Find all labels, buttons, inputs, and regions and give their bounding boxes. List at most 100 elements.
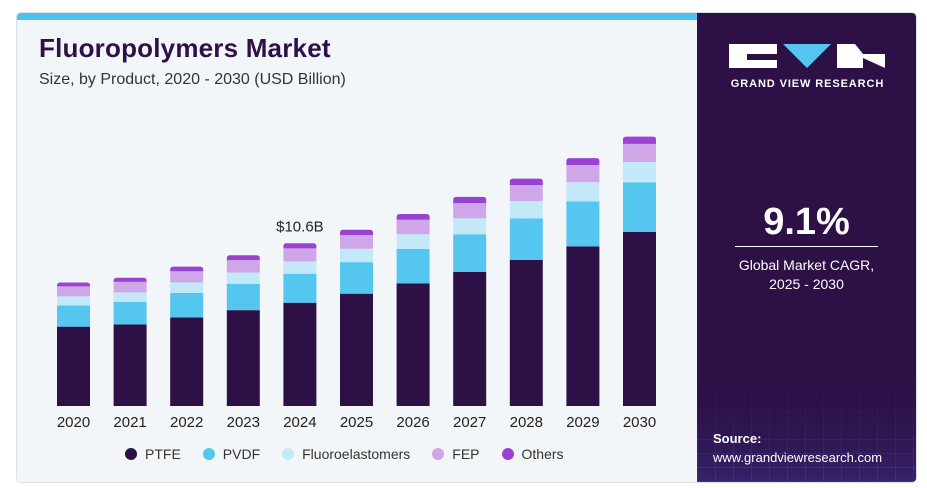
bar-segment-pvdf-2020 (57, 305, 90, 327)
accent-bar (17, 13, 697, 20)
legend-swatch-icon (125, 448, 137, 460)
legend-item-fluoroelastomers: Fluoroelastomers (282, 446, 410, 462)
bar-segment-others-2025 (340, 229, 373, 236)
bar-segment-ptfe-2020 (57, 326, 90, 406)
legend-item-pvdf: PVDF (202, 446, 261, 462)
x-tick-label: 2023 (227, 414, 260, 431)
bar-segment-ptfe-2025 (340, 293, 373, 406)
bar-segment-pvdf-2024 (283, 273, 317, 303)
bar-segment-pvdf-2027 (453, 234, 487, 272)
bar-segment-ptfe-2028 (509, 259, 543, 406)
bar-segment-others-2028 (509, 178, 543, 186)
chart-title: Fluoropolymers Market (39, 33, 331, 63)
source-label: Source: (713, 431, 762, 446)
bar-segment-others-2029 (566, 158, 600, 166)
bar-segment-fep-2021 (113, 281, 147, 293)
bar-segment-ptfe-2029 (566, 246, 600, 406)
bar-segment-pvdf-2023 (226, 283, 260, 311)
x-tick-label: 2022 (170, 414, 203, 431)
bar-segment-fep-2025 (340, 235, 373, 249)
x-tick-label: 2026 (396, 414, 429, 431)
bar-segment-ptfe-2030 (623, 231, 656, 406)
bar-segment-fep-2028 (509, 185, 543, 202)
cagr-label: Global Market CAGR, 2025 - 2030 (697, 256, 916, 294)
info-panel: GRAND VIEW RESEARCH 9.1% Global Market C… (697, 13, 916, 482)
brand-name: GRAND VIEW RESEARCH (730, 78, 885, 90)
divider (735, 246, 878, 247)
bar-segment-ptfe-2024 (283, 302, 317, 406)
x-tick-label: 2027 (453, 414, 486, 431)
bar-segment-pvdf-2030 (623, 182, 656, 232)
x-tick-label: 2025 (340, 414, 373, 431)
bar-segment-fluoroelastomers-2022 (170, 282, 204, 293)
data-label: $10.6B (276, 218, 324, 235)
bar-segment-fluoroelastomers-2025 (340, 248, 373, 263)
bar-segment-fluoroelastomers-2028 (509, 201, 543, 219)
legend-swatch-icon (282, 448, 295, 460)
legend-label: PTFE (145, 446, 181, 462)
cagr-label-line2: 2025 - 2030 (769, 276, 844, 292)
cagr-label-line1: Global Market CAGR, (738, 257, 875, 273)
bar-segment-fep-2026 (396, 219, 430, 235)
bar-segment-others-2030 (623, 136, 656, 144)
x-tick-label: 2030 (623, 414, 656, 431)
cagr-value: 9.1% (763, 201, 850, 243)
bar-segment-ptfe-2022 (170, 317, 204, 406)
bar-segment-pvdf-2026 (396, 248, 430, 284)
bar-segment-fep-2027 (453, 203, 487, 219)
bar-segment-fluoroelastomers-2024 (283, 261, 317, 274)
chart-subtitle: Size, by Product, 2020 - 2030 (USD Billi… (39, 71, 346, 88)
x-tick-label: 2029 (566, 414, 599, 431)
bar-segment-others-2024 (283, 243, 317, 249)
bar-segment-fluoroelastomers-2021 (113, 292, 147, 302)
bar-segment-fluoroelastomers-2026 (396, 234, 430, 249)
x-tick-label: 2021 (113, 414, 146, 431)
x-tick-label: 2028 (510, 414, 543, 431)
bar-segment-fluoroelastomers-2029 (566, 182, 600, 202)
logo-mark-icon (729, 44, 885, 68)
bar-segment-fep-2020 (57, 286, 90, 297)
bar-segment-pvdf-2025 (340, 262, 373, 294)
x-tick-labels: 2020 2021 2022 2023 2024 2025 2026 2027 2028 2029… (57, 414, 656, 431)
bar-segment-pvdf-2021 (113, 301, 147, 325)
bar-segment-ptfe-2021 (113, 324, 147, 406)
x-tick-label: 2020 (57, 414, 90, 431)
legend-swatch-icon (501, 448, 514, 460)
legend-label: PVDF (222, 446, 261, 462)
bar-segment-fep-2024 (283, 248, 317, 262)
decorative-grid (697, 372, 916, 482)
bar-segment-fep-2030 (623, 143, 656, 162)
source-link[interactable]: www.grandviewresearch.com (713, 450, 883, 465)
x-tick-label: 2024 (283, 414, 316, 431)
brand-logo: GRAND VIEW RESEARCH (725, 40, 890, 100)
bar-segment-others-2022 (170, 266, 204, 272)
legend-label: Fluoroelastomers (302, 446, 411, 462)
bar-segment-pvdf-2022 (170, 292, 204, 318)
annotations: $10.6B (276, 218, 324, 235)
bar-segment-others-2027 (453, 196, 487, 204)
legend-label: Others (521, 446, 564, 462)
bar-segment-fluoroelastomers-2027 (453, 218, 487, 235)
bar-segment-others-2020 (57, 282, 90, 287)
bar-segment-pvdf-2028 (509, 218, 543, 260)
legend-swatch-icon (432, 448, 445, 460)
legend-label: FEP (452, 446, 480, 462)
bar-segment-fep-2029 (566, 165, 600, 183)
bar-segment-others-2021 (113, 277, 147, 282)
legend-item-ptfe: PTFE (125, 446, 181, 462)
bar-segment-fluoroelastomers-2023 (226, 272, 260, 284)
chart-card: Fluoropolymers Market Size, by Product, … (17, 13, 916, 482)
bar-segment-others-2026 (396, 213, 430, 220)
stacked-bar-chart: 2020 2021 2022 2023 2024 2025 2026 2027 2028 2029… (57, 136, 656, 431)
bar-segment-ptfe-2027 (453, 271, 487, 406)
bar-segment-ptfe-2023 (226, 310, 260, 406)
bar-segment-others-2023 (226, 255, 260, 261)
legend-item-fep: FEP (432, 446, 480, 462)
bars-group (57, 136, 656, 406)
bar-segment-fluoroelastomers-2020 (57, 296, 90, 306)
legend-item-others: Others (501, 446, 564, 462)
bar-segment-fluoroelastomers-2030 (623, 161, 656, 183)
legend-swatch-icon (202, 448, 215, 460)
legend: PTFE PVDF Fluoroelastomers FEP Others (125, 446, 586, 462)
bar-segment-fep-2023 (226, 260, 260, 273)
